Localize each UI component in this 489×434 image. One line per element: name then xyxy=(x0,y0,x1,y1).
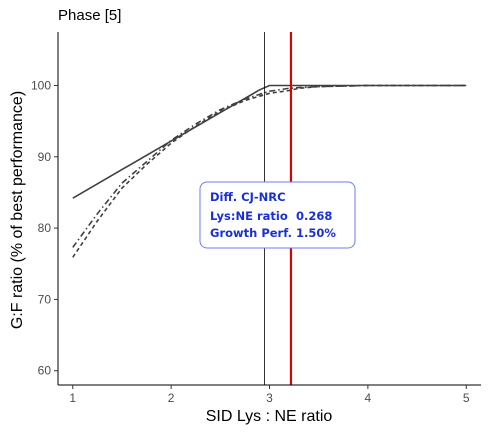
annotation-label-growth: Growth Perf. xyxy=(210,226,292,240)
annotation-value-ratio: 0.268 xyxy=(296,209,332,223)
y-tick-label: 80 xyxy=(38,221,52,235)
annotation-label-ratio: Lys:NE ratio xyxy=(210,209,288,223)
plot-title: Phase [5] xyxy=(58,7,121,24)
annotation-value-growth: 1.50% xyxy=(296,226,336,240)
annotation-frame xyxy=(199,181,356,249)
annotation-title: Diff. CJ-NRC xyxy=(210,190,286,204)
x-tick-label: 2 xyxy=(168,391,175,405)
series-line-1 xyxy=(72,84,467,199)
y-tick-label: 90 xyxy=(38,150,52,164)
x-tick-label: 4 xyxy=(365,391,372,405)
x-tick-label: 5 xyxy=(463,391,470,405)
y-axis-title: G:F ratio (% of best performance) xyxy=(9,91,26,329)
y-tick-label: 70 xyxy=(38,292,52,306)
series-line-3 xyxy=(72,84,467,258)
annotation-box: Diff. CJ-NRC Lys:NE ratio 0.268 Growth P… xyxy=(199,181,356,249)
y-tick-label: 100 xyxy=(31,78,51,92)
x-tick-label: 3 xyxy=(266,391,273,405)
axis-ticks: 1 2 3 4 5 60 70 80 90 100 xyxy=(31,78,470,405)
y-tick-label: 60 xyxy=(38,364,52,378)
x-tick-label: 1 xyxy=(69,391,76,405)
x-axis-title: SID Lys : NE ratio xyxy=(206,408,333,425)
